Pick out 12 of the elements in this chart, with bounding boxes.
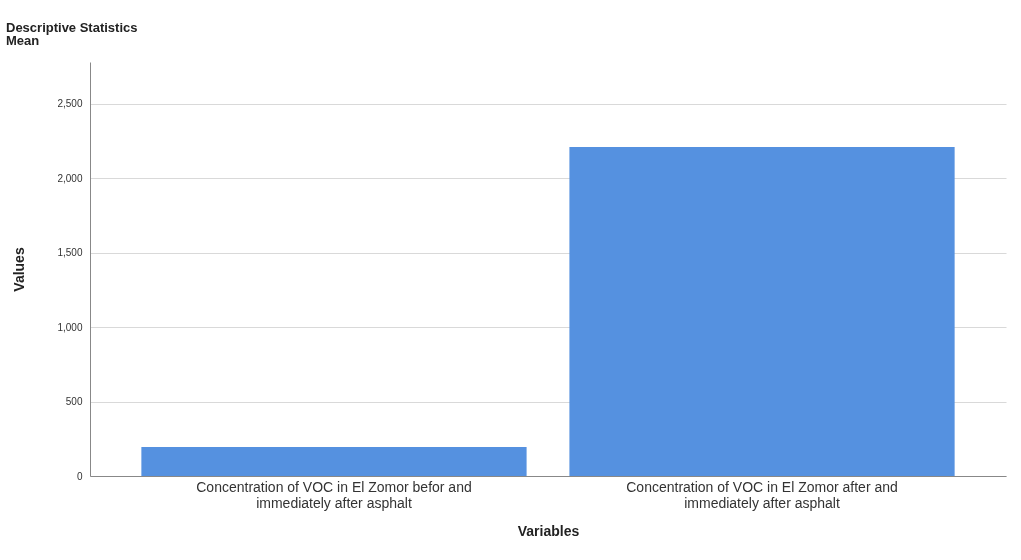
y-tick-label: 2,000 [57,172,83,184]
y-tick-label: 500 [65,396,83,408]
y-tick-label: 0 [76,470,83,482]
y-tick-label: 2,500 [57,98,83,110]
y-axis-title: Values [11,247,28,292]
chart-title: Descriptive Statistics [6,20,138,35]
chart-subtitle: Mean [6,33,40,48]
x-axis-title: Variables [517,522,580,539]
y-tick-label: 1,500 [57,247,83,259]
x-tick-label: Concentration of VOC in El Zomor befor and immediately after asphalt [196,478,472,511]
x-tick-label: Concentration of VOC in El Zomor after and immediately after asphalt [626,478,898,511]
y-tick-label: 1,000 [57,321,83,333]
